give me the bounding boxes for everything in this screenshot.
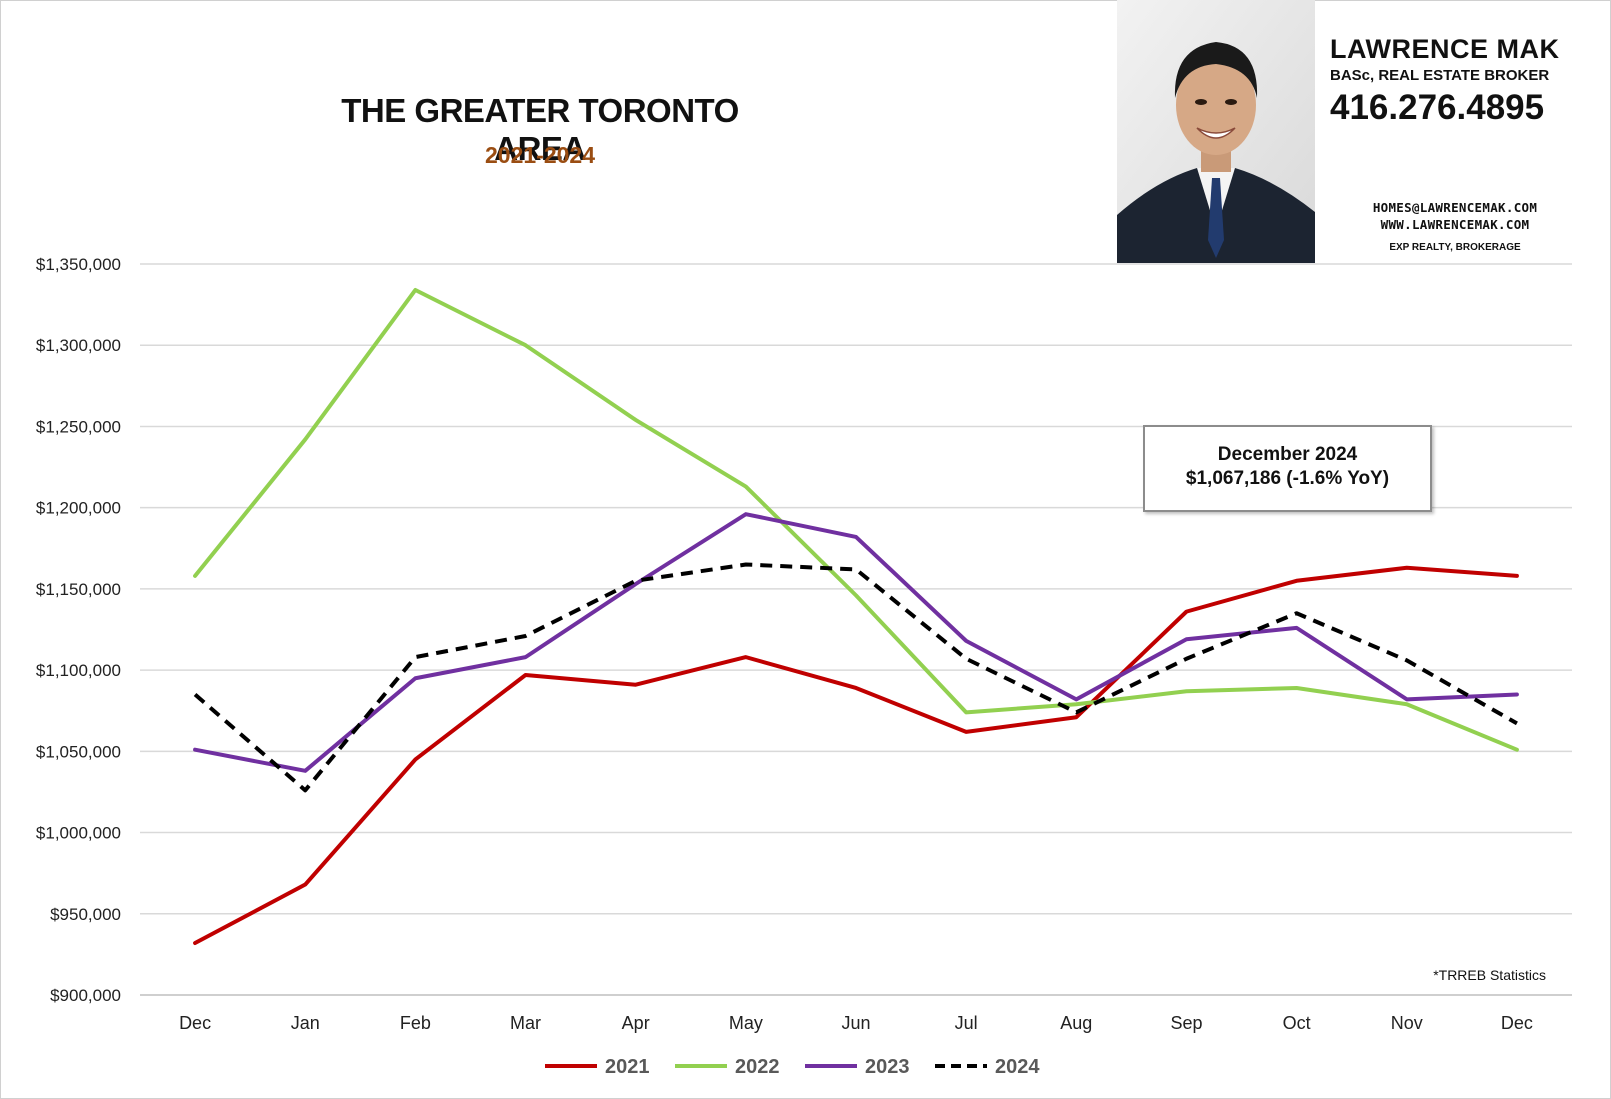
- y-tick-label: $1,250,000: [36, 417, 121, 436]
- x-tick-label: Mar: [510, 1013, 541, 1033]
- y-tick-label: $1,050,000: [36, 742, 121, 761]
- x-tick-label: Jun: [841, 1013, 870, 1033]
- callout-box: December 2024 $1,067,186 (-1.6% YoY): [1143, 425, 1432, 512]
- series-line-2021: [193, 565, 1519, 946]
- agent-title: BASc, REAL ESTATE BROKER: [1330, 67, 1550, 84]
- x-tick-label: Aug: [1060, 1013, 1092, 1033]
- y-tick-label: $1,000,000: [36, 824, 121, 843]
- y-tick-label: $950,000: [50, 905, 121, 924]
- x-tick-label: Apr: [622, 1013, 650, 1033]
- agent-email: HOMES@LAWRENCEMAK.COM: [1372, 200, 1538, 215]
- x-tick-label: May: [729, 1013, 763, 1033]
- chart-title: THE GREATER TORONTO AREA: [341, 92, 739, 167]
- x-tick-label: Jul: [955, 1013, 978, 1033]
- legend-label-2023: 2023: [865, 1056, 910, 1078]
- legend-label-2022: 2022: [735, 1056, 780, 1078]
- y-axis-tick-labels: $900,000 $950,000 $1,000,000 $1,050,000 $1,1…: [36, 255, 121, 1005]
- x-tick-label: Dec: [1501, 1013, 1533, 1033]
- agent-name: LAWRENCE MAK: [1330, 34, 1560, 64]
- agent-website: WWW.LAWRENCEMAK.COM: [1380, 217, 1530, 232]
- x-axis-tick-labels: Dec Jan Feb Mar Apr May Jun Jul Aug Sep Oct Nov Dec: [179, 1013, 1533, 1033]
- series-line-2022: [193, 287, 1519, 752]
- x-tick-label: Jan: [291, 1013, 320, 1033]
- y-tick-label: $1,350,000: [36, 255, 121, 274]
- agent-brokerage: EXP REALTY, BROKERAGE: [1389, 242, 1521, 253]
- legend: 2021 2022 2023 2024: [545, 1056, 1040, 1078]
- agent-phone: 416.276.4895: [1330, 88, 1545, 127]
- legend-label-2021: 2021: [605, 1056, 650, 1078]
- y-tick-label: $1,200,000: [36, 499, 121, 518]
- callout-value: $1,067,186 (-1.6% YoY): [1185, 468, 1390, 489]
- source-note: *TRREB Statistics: [1433, 967, 1546, 983]
- x-tick-label: Sep: [1170, 1013, 1202, 1033]
- x-tick-label: Feb: [400, 1013, 431, 1033]
- callout-title: December 2024: [1217, 444, 1358, 465]
- y-tick-label: $900,000: [50, 986, 121, 1005]
- series-line-2024: [193, 562, 1518, 793]
- chart-subtitle: 2021-2024: [485, 142, 595, 168]
- agent-photo: [1117, 0, 1315, 263]
- y-tick-label: $1,300,000: [36, 336, 121, 355]
- series-line-2023: [193, 512, 1519, 773]
- x-tick-label: Dec: [179, 1013, 211, 1033]
- y-tick-label: $1,100,000: [36, 661, 121, 680]
- y-tick-label: $1,150,000: [36, 580, 121, 599]
- legend-label-2024: 2024: [995, 1056, 1040, 1078]
- series-lines: [193, 287, 1519, 946]
- x-tick-label: Nov: [1391, 1013, 1423, 1033]
- x-tick-label: Oct: [1283, 1013, 1311, 1033]
